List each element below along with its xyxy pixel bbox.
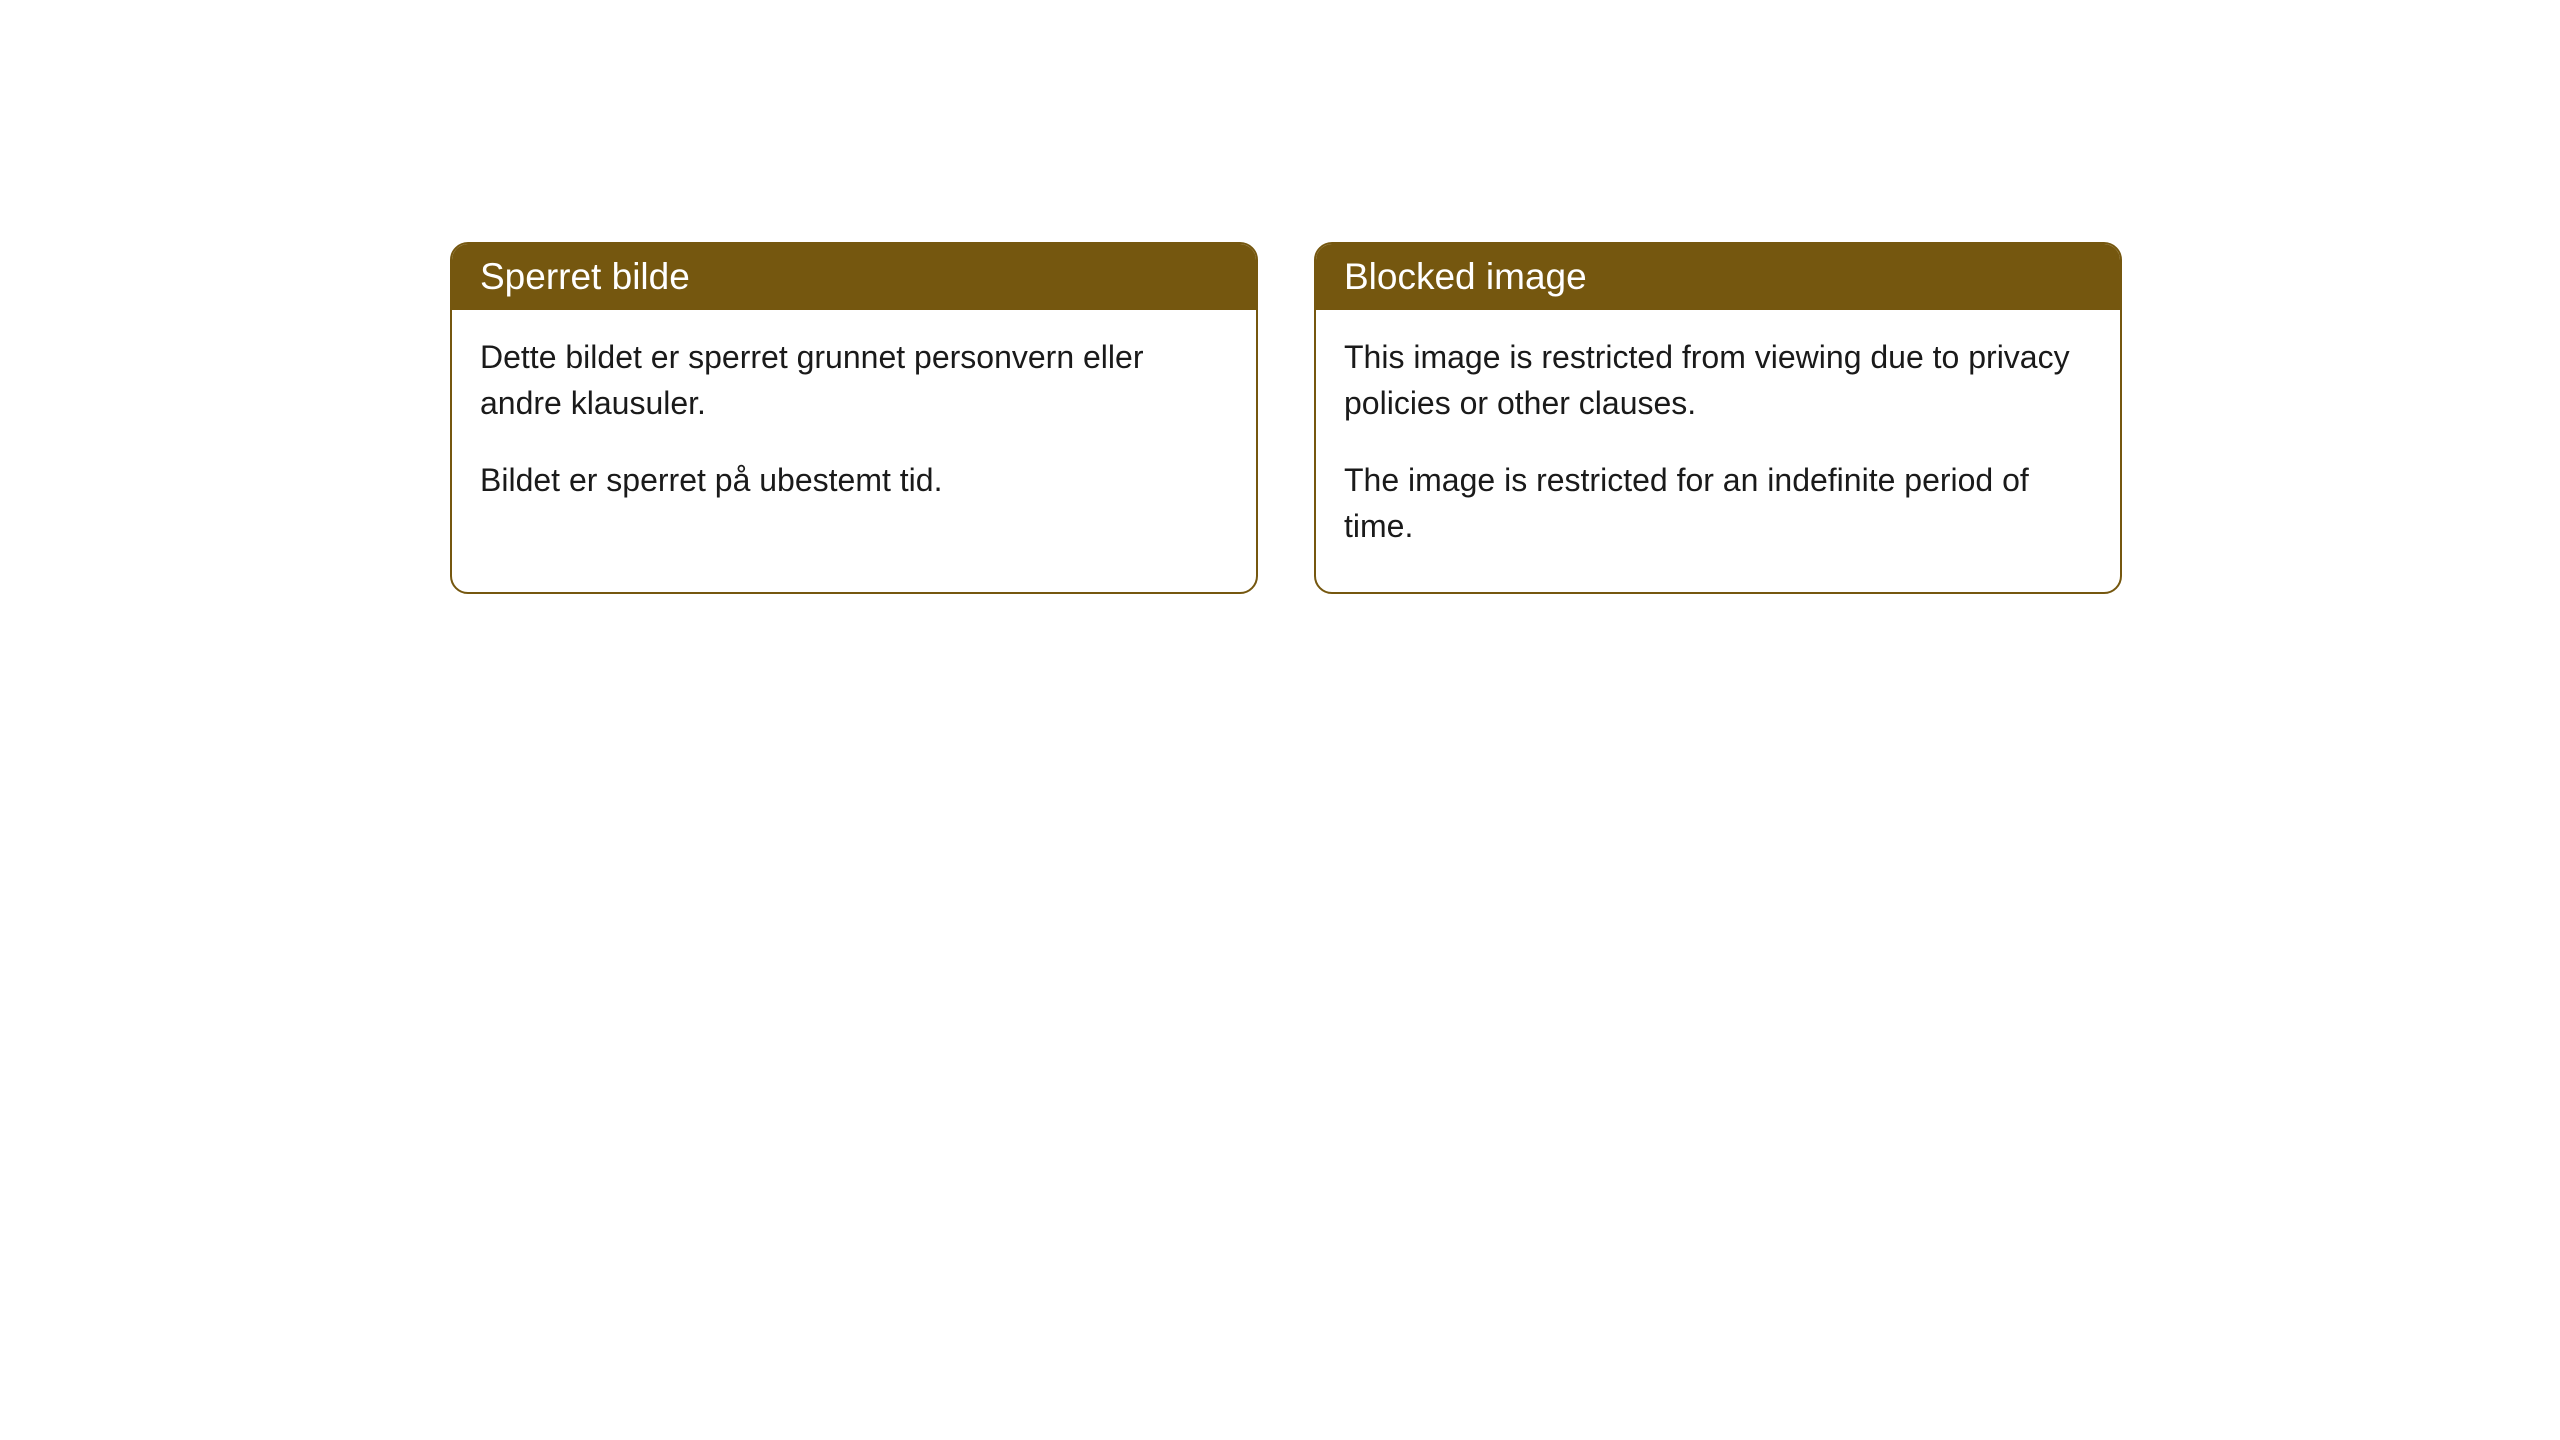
card-body: This image is restricted from viewing du…: [1316, 310, 2120, 592]
notice-card-english: Blocked image This image is restricted f…: [1314, 242, 2122, 594]
notice-card-norwegian: Sperret bilde Dette bildet er sperret gr…: [450, 242, 1258, 594]
card-header: Sperret bilde: [452, 244, 1256, 310]
notice-cards-container: Sperret bilde Dette bildet er sperret gr…: [450, 242, 2122, 594]
card-paragraph-1: This image is restricted from viewing du…: [1344, 334, 2092, 427]
card-paragraph-2: The image is restricted for an indefinit…: [1344, 457, 2092, 550]
card-body: Dette bildet er sperret grunnet personve…: [452, 310, 1256, 545]
card-paragraph-2: Bildet er sperret på ubestemt tid.: [480, 457, 1228, 503]
card-paragraph-1: Dette bildet er sperret grunnet personve…: [480, 334, 1228, 427]
card-header: Blocked image: [1316, 244, 2120, 310]
